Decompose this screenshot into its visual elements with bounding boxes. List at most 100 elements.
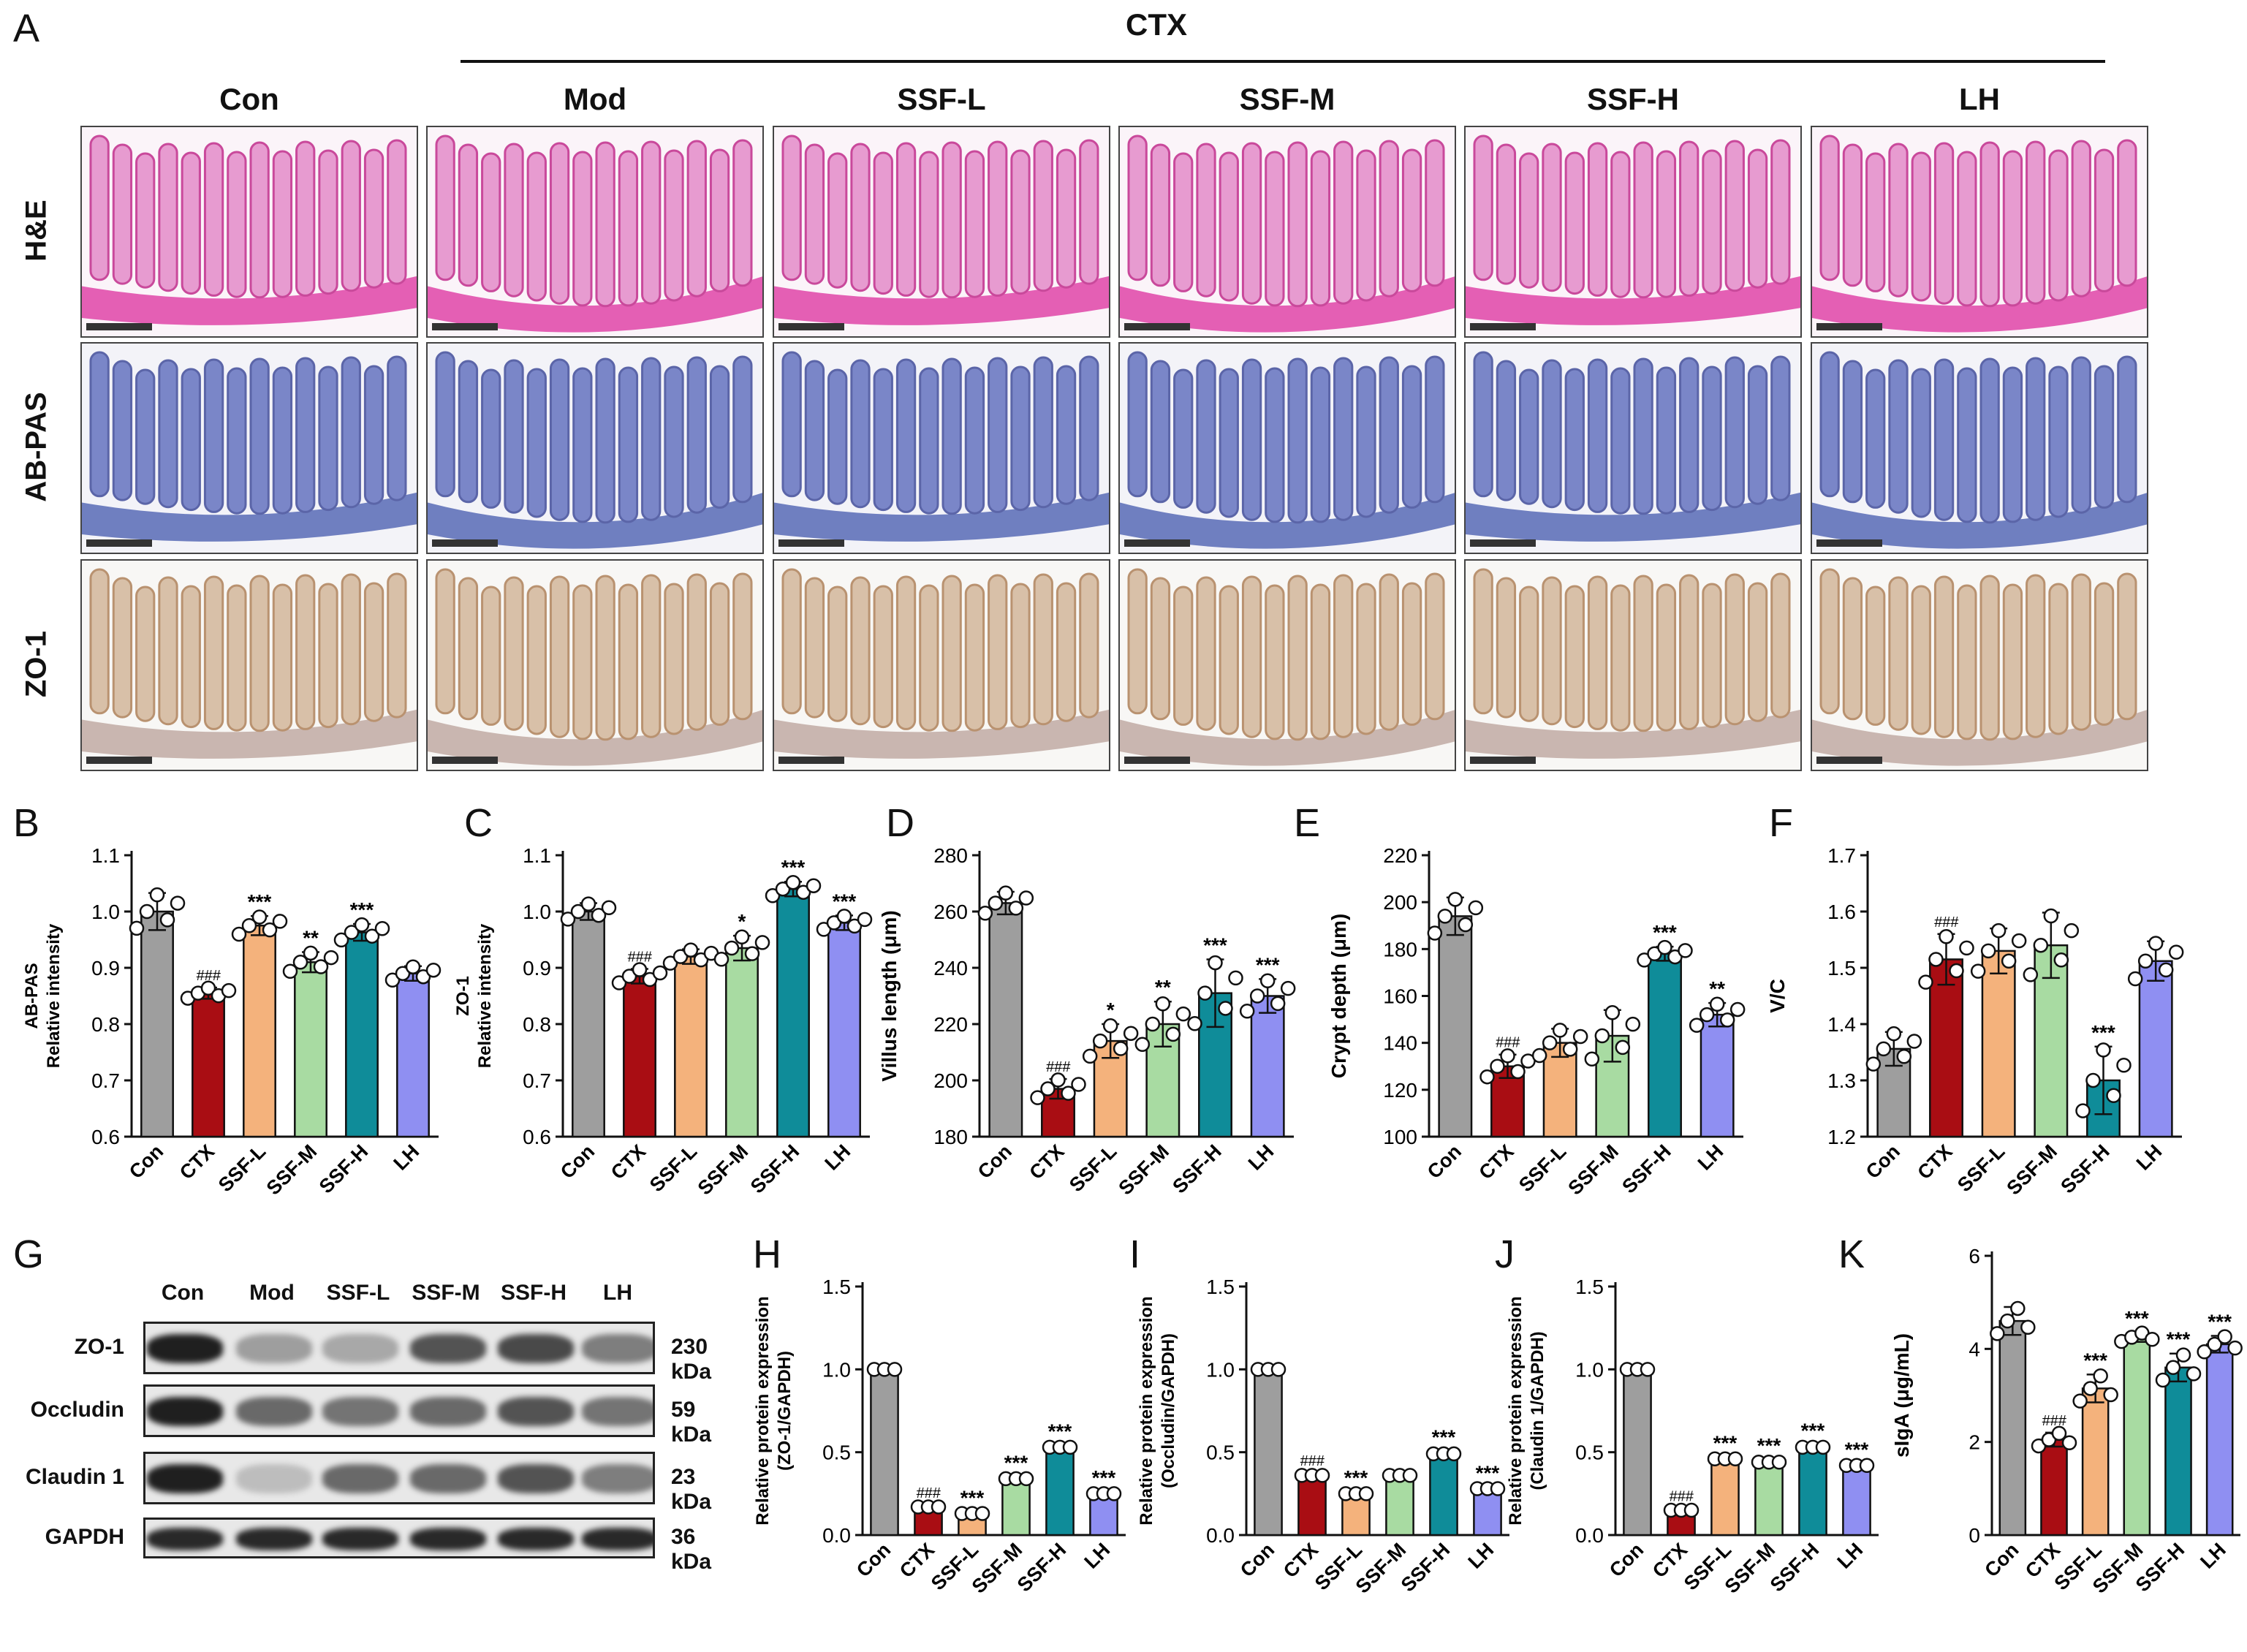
y-tick-label: 4 [1969, 1338, 1980, 1360]
y-axis-label: Relative protein expression [753, 1296, 773, 1525]
data-point [2106, 1088, 2121, 1104]
blot-band [582, 1397, 653, 1426]
micrograph-0-1 [426, 126, 764, 338]
data-point [1719, 1012, 1735, 1028]
blot-lane-con: Con [161, 1281, 205, 1305]
y-tick-label: 1.5 [1575, 1276, 1604, 1298]
data-point [1615, 1039, 1631, 1056]
scale-bar [1470, 757, 1536, 764]
data-point [241, 918, 257, 933]
data-point [354, 917, 370, 933]
bar-lh [2205, 1343, 2234, 1537]
data-point [1008, 901, 1024, 916]
bar-con [1438, 915, 1473, 1138]
data-point [1437, 909, 1453, 924]
data-point [344, 925, 360, 940]
data-point [1155, 996, 1171, 1012]
bar-ssf-h [1429, 1452, 1458, 1537]
y-tick-label: 6 [1969, 1245, 1980, 1268]
x-tick-label: CTX [1913, 1140, 1956, 1183]
scale-bar [432, 539, 498, 547]
chart-j: 0.0 0.5 1.0 1.5 Relative protein expression(… [1506, 1276, 1879, 1598]
micrograph-2-2 [773, 559, 1110, 771]
panel-h-letter: H [753, 1232, 781, 1276]
x-tick-label: Con [1236, 1539, 1278, 1581]
data-point [1197, 985, 1213, 1001]
significance-marker: *** [248, 890, 272, 913]
bar-con [572, 910, 605, 1138]
data-point [1468, 900, 1484, 916]
significance-marker: ### [627, 950, 652, 966]
panel-b-letter: B [13, 801, 40, 845]
data-point [149, 887, 165, 903]
panel-j-letter: J [1495, 1232, 1515, 1276]
micrograph-1-5 [1811, 342, 2148, 554]
data-point [303, 945, 319, 961]
y-axis-label: (Claudin 1/GAPDH) [1528, 1331, 1547, 1490]
column-header-con: Con [219, 82, 279, 116]
panel-c-letter: C [464, 801, 493, 845]
data-point [1145, 1016, 1161, 1032]
y-tick-label: 180 [933, 1126, 968, 1148]
data-point [1208, 955, 1223, 971]
panel-k-letter: K [1838, 1232, 1865, 1276]
y-tick-label: 200 [1383, 891, 1417, 914]
blot-lane-ssf-m: SSF-M [412, 1281, 480, 1305]
data-point [231, 926, 247, 942]
data-point [1510, 1064, 1526, 1080]
x-tick-label: SSF-H [1766, 1539, 1823, 1596]
data-point [652, 965, 668, 981]
significance-marker: *** [1713, 1431, 1738, 1454]
column-header-ssf-h: SSF-H [1587, 82, 1679, 116]
y-tick-label: 280 [933, 844, 968, 867]
y-axis-label: Relative intensity [475, 923, 495, 1068]
x-tick-label: SSF-H [1397, 1539, 1454, 1596]
data-point [775, 881, 791, 897]
bar-ssf-m [1001, 1477, 1031, 1537]
y-tick-label: 1.0 [1206, 1358, 1235, 1381]
y-axis-label: (Occludin/GAPDH) [1159, 1333, 1178, 1488]
data-point [1928, 952, 1944, 967]
x-tick-label: Con [1605, 1539, 1648, 1581]
bar-ssf-h [345, 931, 379, 1138]
data-point [2103, 1387, 2118, 1403]
data-point [2168, 944, 2184, 960]
data-point [642, 971, 658, 988]
data-point [713, 952, 730, 967]
bar-ssf-h [1798, 1446, 1827, 1537]
data-point [395, 966, 411, 981]
data-point [836, 909, 852, 924]
micrograph-1-1 [426, 342, 764, 554]
data-point [2001, 953, 2017, 969]
data-point [1594, 1028, 1610, 1044]
data-point [2145, 1332, 2160, 1347]
y-tick-label: 1.4 [1827, 1013, 1856, 1036]
data-point [1562, 1042, 1578, 1057]
x-tick-label: SSF-L [645, 1140, 701, 1196]
y-tick-label: 220 [1383, 844, 1417, 867]
data-point [2165, 1360, 2181, 1376]
data-point [1018, 890, 1034, 906]
data-point [1572, 1028, 1588, 1045]
data-point [1990, 1326, 2005, 1341]
bar-lh [2138, 960, 2173, 1138]
data-point [2051, 1425, 2067, 1441]
data-point [591, 907, 607, 923]
data-point [2155, 1372, 2171, 1388]
blot-band [498, 1397, 574, 1426]
x-tick-label: Con [1980, 1539, 2023, 1581]
data-point [221, 982, 237, 999]
x-tick-label: Con [1862, 1140, 1904, 1183]
data-point [806, 878, 822, 893]
significance-marker: *** [1757, 1434, 1781, 1457]
significance-marker: *** [1092, 1466, 1116, 1489]
micrograph-1-3 [1118, 342, 1456, 554]
bar-ctx [192, 992, 225, 1138]
x-tick-label: SSF-H [1013, 1539, 1070, 1596]
y-tick-label: 0.5 [1575, 1441, 1604, 1464]
bar-ssf-h [1648, 952, 1682, 1138]
significance-marker: *** [2083, 1349, 2107, 1371]
data-point [1249, 988, 1265, 1004]
x-tick-label: LH [2132, 1140, 2167, 1175]
bar-ssf-m [2123, 1336, 2151, 1537]
